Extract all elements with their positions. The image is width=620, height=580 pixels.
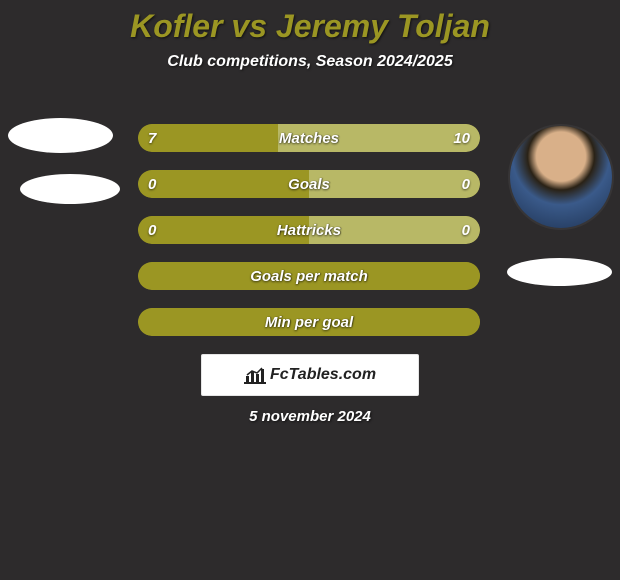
right-player-avatar-placeholder (507, 258, 612, 286)
bar-left-value: 0 (148, 170, 156, 198)
bar-right-fill (309, 216, 480, 244)
bar-left-fill (138, 308, 480, 336)
stats-bars: 710Matches00Goals00HattricksGoals per ma… (138, 124, 480, 354)
branding-text: FcTables.com (270, 366, 376, 384)
bar-left-value: 7 (148, 124, 156, 152)
stat-row: 710Matches (138, 124, 480, 152)
left-player-avatar-placeholder-1 (8, 118, 113, 153)
bar-left-value: 0 (148, 216, 156, 244)
chart-icon (244, 366, 266, 384)
bar-left-fill (138, 216, 309, 244)
bar-right-value: 10 (453, 124, 470, 152)
bar-left-fill (138, 124, 278, 152)
bar-right-value: 0 (462, 170, 470, 198)
left-player-avatar-placeholder-2 (20, 174, 120, 204)
date-label: 5 november 2024 (0, 408, 620, 425)
bar-left-fill (138, 262, 480, 290)
bar-right-value: 0 (462, 216, 470, 244)
page-title: Kofler vs Jeremy Toljan (0, 0, 620, 45)
branding-badge: FcTables.com (201, 354, 419, 396)
stat-row: Goals per match (138, 262, 480, 290)
bar-right-fill (278, 124, 480, 152)
stat-row: Min per goal (138, 308, 480, 336)
stat-row: 00Hattricks (138, 216, 480, 244)
subtitle: Club competitions, Season 2024/2025 (0, 53, 620, 71)
bar-right-fill (309, 170, 480, 198)
stat-row: 00Goals (138, 170, 480, 198)
right-player-avatar (510, 126, 612, 228)
bar-left-fill (138, 170, 309, 198)
